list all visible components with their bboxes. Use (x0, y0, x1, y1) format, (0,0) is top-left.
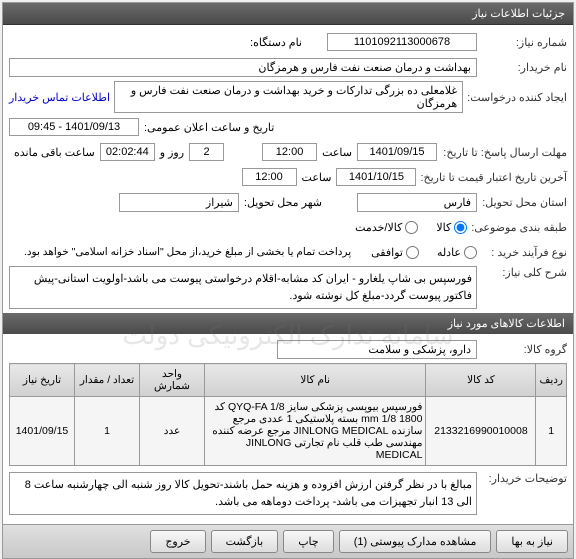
table-header-row: ردیف کد کالا نام کالا واحد شمارش تعداد /… (10, 364, 567, 397)
panel-body: شماره نیاز: 1101092113000678 نام دستگاه:… (3, 25, 573, 524)
field-announce: 1401/09/13 - 09:45 (9, 118, 139, 136)
label-deadline: مهلت ارسال پاسخ: تا تاریخ: (437, 146, 567, 159)
contact-link[interactable]: اطلاعات تماس خریدار (9, 91, 110, 104)
th-row: ردیف (536, 364, 567, 397)
field-request-no: 1101092113000678 (327, 33, 477, 51)
field-validity-hour: 12:00 (242, 168, 297, 186)
th-qty: تعداد / مقدار (75, 364, 140, 397)
radio-fair-label: عادله (437, 246, 461, 259)
td-qty: 1 (75, 397, 140, 466)
field-hours-left: 02:02:44 (100, 143, 155, 161)
row-request-no: شماره نیاز: 1101092113000678 نام دستگاه: (9, 31, 567, 53)
row-buyer: نام خریدار: بهداشت و درمان صنعت نفت فارس… (9, 56, 567, 78)
radio-service-input[interactable] (405, 221, 418, 234)
exit-button[interactable]: خروج (150, 530, 205, 553)
label-device-name: نام دستگاه: (245, 36, 307, 49)
radio-goods[interactable]: کالا (436, 221, 467, 234)
field-goods-group: دارو، پزشکی و سلامت (277, 340, 477, 359)
radio-agree-label: توافقی (371, 246, 403, 259)
return-button[interactable]: بازگشت (211, 530, 279, 553)
label-city: شهر محل تحویل: (239, 196, 327, 209)
label-creator: ایجاد کننده درخواست: (463, 91, 567, 104)
th-code: کد کالا (426, 364, 536, 397)
label-buyprocess: نوع فرآیند خرید : (477, 246, 567, 259)
table-row: 1 2133216990010008 فورسپس بیوپسی پزشکی س… (10, 397, 567, 466)
view-attach-button[interactable]: مشاهده مدارک پیوستی (1) (339, 530, 492, 553)
label-desc: شرح کلی نیاز: (477, 266, 567, 279)
radio-agree[interactable]: توافقی (371, 246, 419, 259)
td-date: 1401/09/15 (10, 397, 75, 466)
radio-service[interactable]: کالا/خدمت (355, 221, 418, 234)
row-creator: ایجاد کننده درخواست: غلامعلی ده بزرگی تد… (9, 81, 567, 113)
label-goods-group: گروه کالا: (477, 343, 567, 356)
label-hour1: ساعت (317, 146, 357, 159)
row-goods-group: گروه کالا: دارو، پزشکی و سلامت (9, 338, 567, 360)
label-category: طبقه بندی موضوعی: (467, 221, 567, 234)
td-unit: عدد (140, 397, 205, 466)
label-request-no: شماره نیاز: (477, 36, 567, 49)
field-creator: غلامعلی ده بزرگی تدارکات و خرید بهداشت و… (114, 81, 463, 113)
td-code: 2133216990010008 (426, 397, 536, 466)
radio-fair-input[interactable] (464, 246, 477, 259)
radio-agree-input[interactable] (406, 246, 419, 259)
back-button[interactable]: نیاز به بها (496, 530, 568, 553)
field-buyer-notes: مبالغ با در نظر گرفتن ارزش افزوده و هزین… (9, 472, 477, 515)
row-desc: شرح کلی نیاز: فورسپس بی شاپ یلغارو - ایر… (9, 266, 567, 309)
print-button[interactable]: چاپ (283, 530, 334, 553)
row-deadline: مهلت ارسال پاسخ: تا تاریخ: 1401/09/15 سا… (9, 141, 567, 163)
field-desc: فورسپس بی شاپ یلغارو - ایران کد مشابه-اق… (9, 266, 477, 309)
radio-goods-input[interactable] (454, 221, 467, 234)
row-announce: تاریخ و ساعت اعلان عمومی: 1401/09/13 - 0… (9, 116, 567, 138)
field-deadline-hour: 12:00 (262, 143, 317, 161)
row-buyprocess: نوع فرآیند خرید : عادله توافقی پرداخت تم… (9, 241, 567, 263)
label-buyer: نام خریدار: (477, 61, 567, 74)
field-province: فارس (357, 193, 477, 212)
label-timeleft: ساعت باقی مانده (9, 146, 100, 159)
row-category: طبقه بندی موضوعی: کالا کالا/خدمت (9, 216, 567, 238)
label-buyer-notes: توضیحات خریدار: (477, 472, 567, 485)
td-row: 1 (536, 397, 567, 466)
radio-goods-label: کالا (436, 221, 451, 234)
label-announce: تاریخ و ساعت اعلان عمومی: (139, 121, 279, 134)
label-day-and: روز و (155, 146, 189, 159)
radio-service-label: کالا/خدمت (355, 221, 402, 234)
pay-info: پرداخت تمام یا بخشی از مبلغ خرید،از محل … (19, 246, 356, 258)
panel-title: جزئیات اطلاعات نیاز (3, 3, 573, 25)
th-date: تاریخ نیاز (10, 364, 75, 397)
th-name: نام کالا (205, 364, 426, 397)
field-deadline-date: 1401/09/15 (357, 143, 437, 161)
radio-group-category: کالا کالا/خدمت (355, 221, 467, 234)
row-buyer-notes: توضیحات خریدار: مبالغ با در نظر گرفتن ار… (9, 472, 567, 515)
radio-group-process: عادله توافقی (371, 246, 477, 259)
field-city: شیراز (119, 193, 239, 212)
button-bar: نیاز به بها مشاهده مدارک پیوستی (1) چاپ … (3, 524, 573, 558)
label-hour2: ساعت (297, 171, 337, 184)
label-validity: آخرین تاریخ اعتبار قیمت تا تاریخ: (416, 171, 567, 184)
radio-fair[interactable]: عادله (437, 246, 477, 259)
label-province: استان محل تحویل: (477, 196, 567, 209)
field-validity-date: 1401/10/15 (336, 168, 416, 186)
td-name: فورسپس بیوپسی پزشکی سایز QYQ-FA 1/8 کد m… (205, 397, 426, 466)
main-panel: جزئیات اطلاعات نیاز شماره نیاز: 11010921… (2, 2, 574, 559)
field-buyer: بهداشت و درمان صنعت نفت فارس و هرمزگان (9, 58, 477, 77)
goods-table: ردیف کد کالا نام کالا واحد شمارش تعداد /… (9, 363, 567, 466)
field-days-left: 2 (189, 143, 224, 161)
row-province: استان محل تحویل: فارس شهر محل تحویل: شیر… (9, 191, 567, 213)
row-validity: آخرین تاریخ اعتبار قیمت تا تاریخ: 1401/1… (9, 166, 567, 188)
section-goods-header: اطلاعات کالاهای مورد نیاز (3, 313, 573, 334)
th-unit: واحد شمارش (140, 364, 205, 397)
